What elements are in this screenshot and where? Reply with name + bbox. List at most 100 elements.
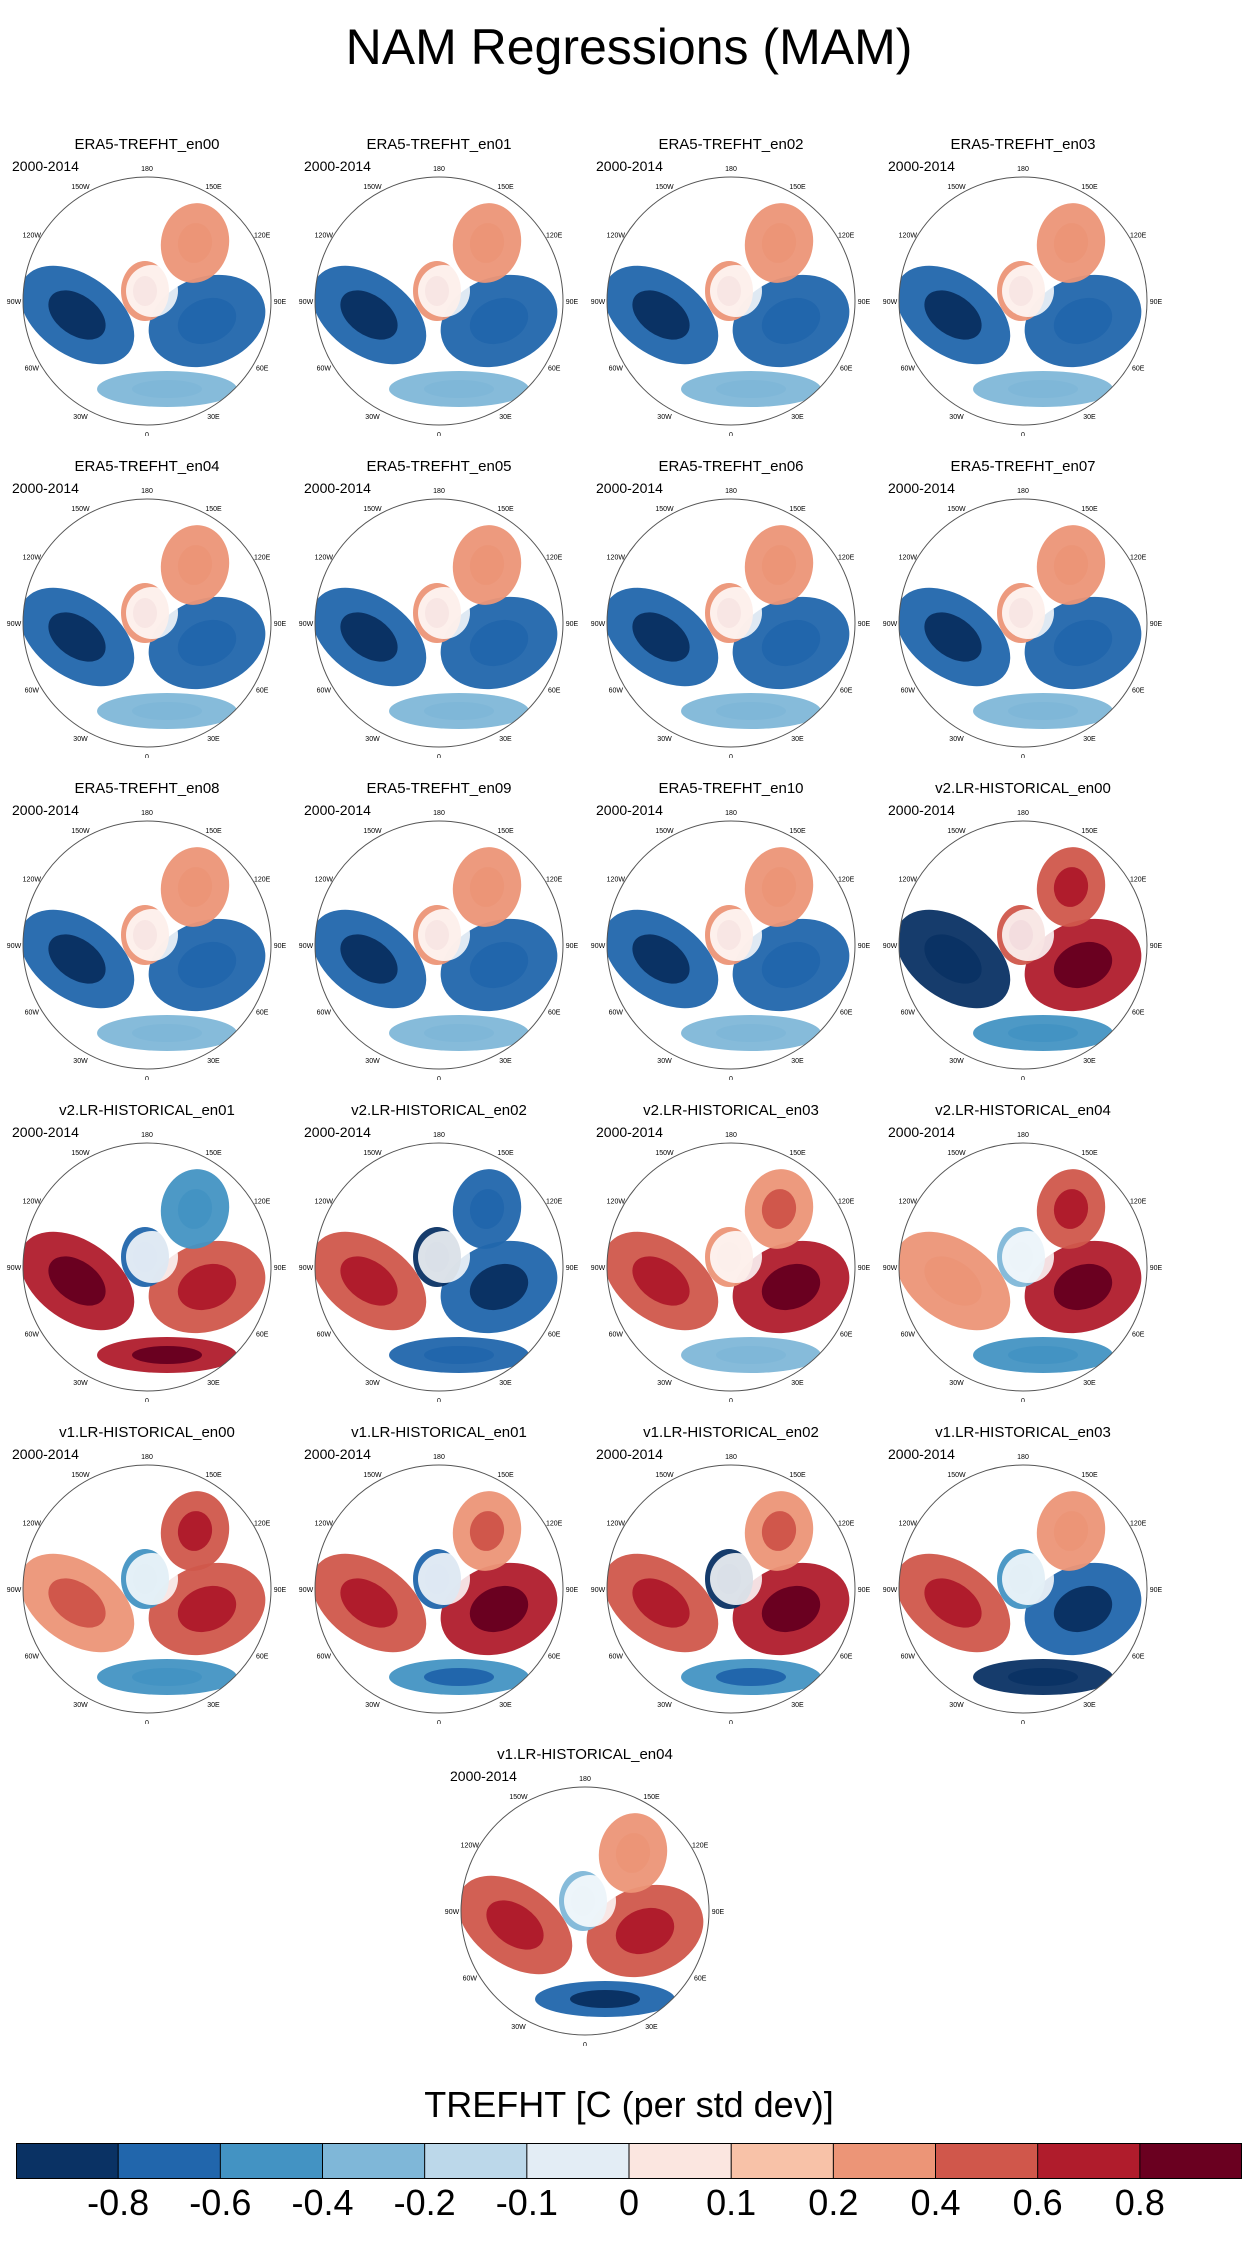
longitude-label: 90W bbox=[7, 943, 22, 950]
longitude-label: 0 bbox=[1021, 1076, 1025, 1080]
polar-map: 180 150E 120E 90E 60E 30E 0 30W 60W 90W 120W 150W bbox=[883, 1454, 1163, 1724]
longitude-label: 150E bbox=[205, 1472, 222, 1479]
map-panel: ERA5-TREFHT_en07 2000-2014 180 150E 120E 90E 6… bbox=[876, 458, 1170, 758]
field-core-eurasia bbox=[1053, 619, 1113, 667]
field-core-eurasia bbox=[469, 941, 529, 989]
longitude-label: 30W bbox=[365, 736, 380, 743]
polar-map: 180 150E 120E 90E 60E 30E 0 30W 60W 90W 120W 150W bbox=[7, 810, 287, 1080]
longitude-label: 120E bbox=[546, 1521, 563, 1528]
map-boundary bbox=[898, 1464, 1148, 1714]
arctic-ocean bbox=[126, 1553, 178, 1605]
longitude-label: 150W bbox=[655, 828, 674, 835]
longitude-label: 150W bbox=[363, 506, 382, 513]
colorbar-swatch bbox=[16, 2143, 119, 2179]
map-boundary bbox=[314, 820, 564, 1070]
polar-map: 180 150E 120E 90E 60E 30E 0 30W 60W 90W 120W 150W bbox=[445, 1776, 725, 2046]
longitude-label: 120E bbox=[838, 1521, 855, 1528]
longitude-label: 150W bbox=[363, 1150, 382, 1157]
longitude-label: 30W bbox=[365, 1380, 380, 1387]
longitude-label: 120E bbox=[546, 233, 563, 240]
polar-map: 180 150E 120E 90E 60E 30E 0 30W 60W 90W 120W 150W bbox=[883, 488, 1163, 758]
field-core-europe_atlantic bbox=[132, 702, 202, 720]
longitude-label: 180 bbox=[1017, 1454, 1029, 1461]
longitude-label: 60E bbox=[840, 366, 853, 373]
panel-title: v2.LR-HISTORICAL_en04 bbox=[935, 1102, 1111, 1119]
longitude-label: 60W bbox=[901, 1010, 916, 1017]
field-core-eurasia bbox=[761, 297, 821, 345]
longitude-label: 30W bbox=[657, 414, 672, 421]
field-core-siberia_east bbox=[177, 1189, 213, 1229]
longitude-label: 150W bbox=[655, 1472, 674, 1479]
longitude-label: 60W bbox=[901, 688, 916, 695]
longitude-label: 150W bbox=[509, 1794, 528, 1801]
longitude-label: 90E bbox=[1150, 943, 1163, 950]
field-core-north_america bbox=[632, 1578, 690, 1628]
longitude-label: 30W bbox=[73, 1058, 88, 1065]
polar-map: 180 150E 120E 90E 60E 30E 0 30W 60W 90W 120W 150W bbox=[299, 488, 579, 758]
field-core-siberia_east bbox=[1053, 223, 1089, 263]
longitude-label: 90W bbox=[591, 943, 606, 950]
longitude-label: 30W bbox=[949, 1380, 964, 1387]
map-panel: ERA5-TREFHT_en08 2000-2014 180 150E 120E 90E 6… bbox=[0, 780, 294, 1080]
field-core-europe_atlantic bbox=[1008, 1024, 1078, 1042]
longitude-label: 120E bbox=[546, 555, 563, 562]
longitude-label: 180 bbox=[725, 1132, 737, 1139]
longitude-label: 30E bbox=[207, 1702, 220, 1709]
panel-title: v2.LR-HISTORICAL_en00 bbox=[935, 780, 1111, 797]
arctic-ocean bbox=[1002, 909, 1054, 961]
map-panel: v2.LR-HISTORICAL_en03 2000-2014 180 150E 120… bbox=[584, 1102, 878, 1402]
arctic-ocean bbox=[710, 265, 762, 317]
map-panel: ERA5-TREFHT_en01 2000-2014 180 150E 120E 90E 6… bbox=[292, 136, 586, 436]
longitude-label: 180 bbox=[433, 1132, 445, 1139]
longitude-label: 30W bbox=[949, 736, 964, 743]
longitude-label: 30E bbox=[791, 736, 804, 743]
longitude-label: 60W bbox=[609, 366, 624, 373]
longitude-label: 90W bbox=[883, 621, 898, 628]
map-panel: v1.LR-HISTORICAL_en00 2000-2014 180 150E 120… bbox=[0, 1424, 294, 1724]
longitude-label: 60W bbox=[463, 1976, 478, 1983]
longitude-label: 150E bbox=[497, 828, 514, 835]
longitude-label: 150W bbox=[655, 506, 674, 513]
longitude-label: 120E bbox=[838, 1199, 855, 1206]
field-core-siberia_east bbox=[1053, 1511, 1089, 1551]
arctic-ocean bbox=[1002, 265, 1054, 317]
field-core-siberia_east bbox=[1053, 1189, 1089, 1229]
panel-period: 2000-2014 bbox=[596, 1124, 663, 1140]
field-core-eurasia bbox=[177, 1585, 237, 1633]
field-core-north_america bbox=[632, 1256, 690, 1306]
longitude-label: 120E bbox=[254, 233, 271, 240]
longitude-label: 120W bbox=[461, 1843, 480, 1850]
polar-map: 180 150E 120E 90E 60E 30E 0 30W 60W 90W 120W 150W bbox=[7, 488, 287, 758]
longitude-label: 90E bbox=[566, 1265, 579, 1272]
field-core-europe_atlantic bbox=[716, 1346, 786, 1364]
longitude-label: 0 bbox=[145, 1398, 149, 1402]
field-core-eurasia bbox=[1053, 1585, 1113, 1633]
field-core-eurasia bbox=[761, 1263, 821, 1311]
longitude-label: 30E bbox=[1083, 414, 1096, 421]
map-panel: ERA5-TREFHT_en00 2000-2014 180 150E 120E 90E 6… bbox=[0, 136, 294, 436]
arctic-ocean bbox=[564, 1875, 616, 1927]
longitude-label: 120E bbox=[254, 555, 271, 562]
longitude-label: 180 bbox=[141, 1132, 153, 1139]
polar-map: 180 150E 120E 90E 60E 30E 0 30W 60W 90W 120W 150W bbox=[591, 1132, 871, 1402]
longitude-label: 180 bbox=[141, 488, 153, 495]
field-core-eurasia bbox=[177, 941, 237, 989]
longitude-label: 30W bbox=[657, 1380, 672, 1387]
longitude-label: 90E bbox=[274, 299, 287, 306]
longitude-label: 90W bbox=[883, 1587, 898, 1594]
map-panel: ERA5-TREFHT_en10 2000-2014 180 150E 120E 90E 6… bbox=[584, 780, 878, 1080]
longitude-label: 120W bbox=[23, 1199, 42, 1206]
map-boundary bbox=[22, 1142, 272, 1392]
colorbar-swatch bbox=[424, 2143, 528, 2179]
longitude-label: 30E bbox=[791, 1702, 804, 1709]
panel-title: ERA5-TREFHT_en09 bbox=[366, 780, 512, 797]
longitude-label: 120W bbox=[315, 1199, 334, 1206]
polar-map: 180 150E 120E 90E 60E 30E 0 30W 60W 90W 120W 150W bbox=[591, 488, 871, 758]
field-core-europe_atlantic bbox=[1008, 702, 1078, 720]
field-core-eurasia bbox=[761, 941, 821, 989]
longitude-label: 120W bbox=[899, 555, 918, 562]
field-core-siberia_east bbox=[469, 867, 505, 907]
longitude-label: 90E bbox=[1150, 1265, 1163, 1272]
longitude-label: 60W bbox=[317, 1010, 332, 1017]
longitude-label: 90E bbox=[274, 1265, 287, 1272]
